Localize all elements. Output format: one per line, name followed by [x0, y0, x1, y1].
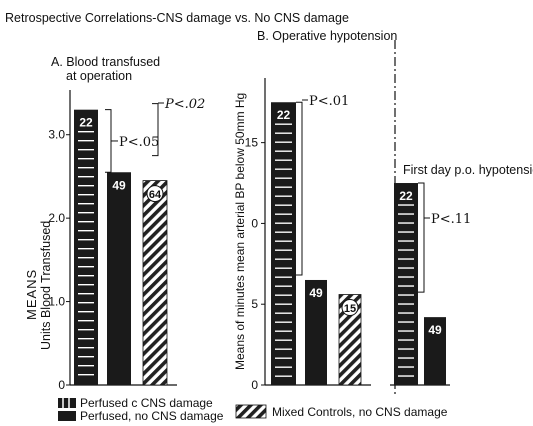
count-badge — [341, 299, 359, 317]
panel-c-title: First day p.o. hypotension — [403, 163, 533, 177]
p-value-c-1: P<.01 — [309, 94, 349, 109]
bar-count-label: 49 — [112, 178, 126, 192]
y-tick-label-b: 0 — [251, 216, 258, 230]
panel-b-ylabel: Means of minutes mean arterial BP below … — [233, 93, 247, 370]
legend-perfused-cns: Perfused c CNS damage — [58, 396, 213, 410]
panel-a-ylabel-line2: Units Blood Transfused — [39, 221, 53, 350]
bar-a-3 — [142, 180, 168, 386]
p-value-c-2: P<.11 — [431, 212, 471, 227]
chart-marks: 3.0 2.0 1.0 0 15 0 5 0 22 49 64 22 49 15 22 49 P<.05 P<.0… — [48, 78, 471, 392]
y-tick-label-a: 2.0 — [48, 211, 65, 225]
bar-count-label: 64 — [149, 189, 162, 201]
y-tick-label-b: 5 — [251, 297, 258, 311]
count-badge — [146, 185, 164, 203]
y-tick-label-b: 0 — [251, 378, 258, 392]
legend: Perfused c CNS damage Perfused, no CNS d… — [58, 396, 448, 423]
bar-count-label: 22 — [79, 116, 93, 130]
p-bracket-a-2 — [152, 103, 159, 157]
y-tick-label-a: 0 — [58, 378, 65, 392]
legend-swatch-perfused-no-cns — [58, 411, 76, 421]
panel-b-title: B. Operative hypotension — [257, 29, 397, 43]
bar-b-1 — [271, 102, 296, 385]
panel-a-title: A. Blood transfused at operation — [51, 55, 160, 83]
legend-mixed-controls: Mixed Controls, no CNS damage — [235, 404, 448, 419]
bar-a-1 — [74, 109, 98, 385]
bar-count-label: 49 — [309, 286, 323, 300]
bar-b-3 — [338, 294, 362, 386]
p-bracket-c-1 — [418, 182, 425, 293]
figure-title: Retrospective Correlations-CNS damage vs… — [5, 11, 349, 25]
y-tick-label-b: 15 — [245, 136, 259, 150]
panel-a-ylabel: MEANS Units Blood Transfused — [24, 221, 53, 350]
legend-swatch-perfused-cns — [58, 398, 76, 408]
bar-count-label: 22 — [277, 108, 291, 122]
bar-count-label: 15 — [344, 303, 356, 315]
legend-swatch-mixed-controls — [235, 404, 267, 419]
p-value-a-1: P<.05 — [119, 135, 159, 150]
bar-count-label: 22 — [399, 189, 413, 203]
y-tick-label-a: 3.0 — [48, 128, 65, 142]
bar-c-2 — [424, 317, 446, 385]
panel-a-title-line2: at operation — [66, 69, 132, 83]
p-bracket-a-1 — [105, 109, 112, 173]
legend-label-mixed-controls: Mixed Controls, no CNS damage — [272, 405, 448, 419]
legend-label-perfused-no-cns: Perfused, no CNS damage — [80, 409, 224, 423]
legend-perfused-no-cns: Perfused, no CNS damage — [58, 409, 224, 423]
bar-count-label: 49 — [428, 323, 442, 337]
panel-a-title-line1: A. Blood transfused — [51, 55, 160, 69]
bar-b-2 — [305, 279, 327, 385]
p-bracket-b-1 — [296, 101, 303, 276]
p-value-a-2: P<.02 — [164, 97, 205, 112]
panel-a-ylabel-line1: MEANS — [24, 269, 39, 320]
y-tick-label-a: 1.0 — [48, 295, 65, 309]
bar-c-1 — [394, 183, 418, 385]
bar-a-2 — [107, 172, 131, 385]
legend-label-perfused-cns: Perfused c CNS damage — [80, 396, 213, 410]
